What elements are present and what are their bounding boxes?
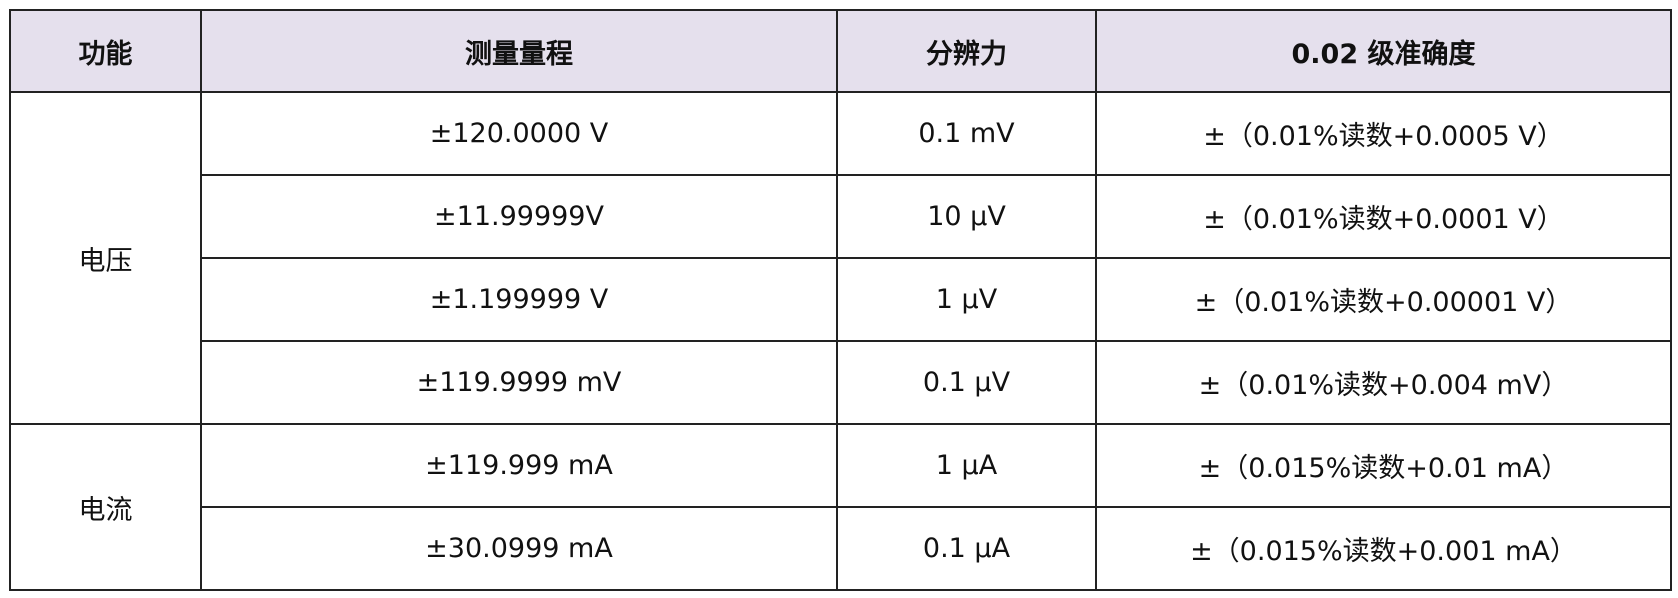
table-cell: ±（0.01%读数+0.004 mV）	[1095, 340, 1672, 425]
function-cell: 电流	[9, 423, 202, 591]
table-row: ±11.99999V 10 μV ±（0.01%读数+0.0001 V）	[10, 174, 1672, 259]
spec-table: 功能 测量量程 分辨力 0.02 级准确度 电压 ±120.0000 V 0.1 mV ±（…	[9, 9, 1672, 591]
table-cell: 0.1 μV	[836, 340, 1097, 425]
table-row: 电流 ±119.999 mA 1 μA ±（0.015%读数+0.01 mA）	[9, 423, 1672, 591]
table-body: 电压 ±120.0000 V 0.1 mV ±（0.01%读数+0.0005 V） ±1…	[9, 91, 1672, 591]
table-cell: 1 μA	[836, 423, 1097, 508]
table-row: ±119.9999 mV 0.1 μV ±（0.01%读数+0.004 mV）	[10, 340, 1672, 425]
table-cell: 10 μV	[836, 174, 1097, 259]
header-row: 功能 测量量程 分辨力 0.02 级准确度	[9, 9, 1672, 93]
header-cell: 测量量程	[200, 9, 838, 93]
header-cell: 功能	[9, 9, 202, 93]
function-cell: 电压	[9, 91, 202, 425]
table-cell: ±119.9999 mV	[200, 340, 838, 425]
table-cell: 0.1 μA	[836, 506, 1097, 591]
table-cell: ±（0.015%读数+0.01 mA）	[1095, 423, 1672, 508]
header-cell: 0.02 级准确度	[1095, 9, 1672, 93]
table-row: 电压 ±120.0000 V 0.1 mV ±（0.01%读数+0.0005 V）	[9, 91, 1672, 425]
table-row: ±30.0999 mA 0.1 μA ±（0.015%读数+0.001 mA）	[10, 506, 1672, 591]
table-cell: ±30.0999 mA	[200, 506, 838, 591]
table-cell: ±11.99999V	[200, 174, 838, 259]
table-cell: 1 μV	[836, 257, 1097, 342]
table-cell: ±（0.01%读数+0.0001 V）	[1095, 174, 1672, 259]
table-cell: ±1.199999 V	[200, 257, 838, 342]
table-cell: ±（0.01%读数+0.00001 V）	[1095, 257, 1672, 342]
table-cell: ±119.999 mA	[200, 423, 838, 508]
table-cell: 0.1 mV	[836, 91, 1097, 176]
table-cell: ±（0.015%读数+0.001 mA）	[1095, 506, 1672, 591]
table-cell: ±（0.01%读数+0.0005 V）	[1095, 91, 1672, 176]
header-cell: 分辨力	[836, 9, 1097, 93]
table-cell: ±120.0000 V	[200, 91, 838, 176]
